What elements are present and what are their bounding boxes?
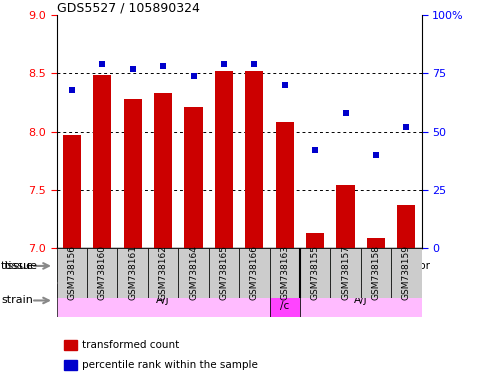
Point [402, 124, 410, 130]
Bar [57, 284, 270, 317]
Bar [330, 248, 361, 298]
Bar [63, 135, 81, 248]
Bar [300, 250, 422, 282]
Text: GDS5527 / 105890324: GDS5527 / 105890324 [57, 1, 200, 14]
Text: GSM738155: GSM738155 [311, 245, 319, 300]
Bar [336, 185, 354, 248]
Text: GSM738166: GSM738166 [250, 245, 259, 300]
Text: GSM738157: GSM738157 [341, 245, 350, 300]
Bar [184, 107, 203, 248]
Point [250, 61, 258, 67]
Text: rhabdomyosarcoma tumor: rhabdomyosarcoma tumor [291, 261, 430, 271]
Point [129, 66, 137, 72]
Text: GSM738160: GSM738160 [98, 245, 107, 300]
Point [189, 73, 197, 79]
Bar [148, 248, 178, 298]
Bar [64, 360, 77, 370]
Bar [93, 74, 111, 248]
Bar [367, 238, 385, 248]
Point [68, 87, 76, 93]
Bar [361, 248, 391, 298]
Text: GSM738162: GSM738162 [159, 245, 168, 300]
Bar [245, 71, 263, 248]
Bar [64, 340, 77, 350]
Text: GSM738164: GSM738164 [189, 245, 198, 300]
Point [159, 63, 167, 70]
Bar [57, 248, 87, 298]
Point [372, 152, 380, 158]
Text: tissue: tissue [1, 261, 34, 271]
Bar [306, 233, 324, 248]
Point [311, 147, 319, 153]
Text: GSM738161: GSM738161 [128, 245, 137, 300]
Bar [154, 93, 172, 248]
Text: GSM738165: GSM738165 [219, 245, 228, 300]
Point [342, 110, 350, 116]
Bar [117, 248, 148, 298]
Bar [270, 248, 300, 298]
Bar [391, 248, 422, 298]
Text: A/J: A/J [354, 295, 367, 306]
Text: GSM738156: GSM738156 [68, 245, 76, 300]
Text: GSM738158: GSM738158 [371, 245, 381, 300]
Point [98, 61, 106, 67]
Text: A/J: A/J [156, 295, 170, 306]
Bar [87, 248, 117, 298]
Text: BALB
/c: BALB /c [271, 290, 298, 311]
Text: GSM738163: GSM738163 [280, 245, 289, 300]
Text: GSM738159: GSM738159 [402, 245, 411, 300]
Text: strain: strain [1, 295, 33, 306]
Bar [178, 248, 209, 298]
Bar [270, 284, 300, 317]
Text: transformed count: transformed count [82, 340, 179, 350]
Text: percentile rank within the sample: percentile rank within the sample [82, 360, 258, 370]
Bar [300, 284, 422, 317]
Text: tissue: tissue [5, 261, 38, 271]
Text: control: control [160, 261, 197, 271]
Bar [276, 122, 294, 248]
Bar [209, 248, 239, 298]
Bar [215, 71, 233, 248]
Bar [300, 248, 330, 298]
Bar [57, 250, 300, 282]
Bar [397, 205, 416, 248]
Point [220, 61, 228, 67]
Bar [239, 248, 270, 298]
Bar [124, 99, 142, 248]
Point [281, 82, 288, 88]
